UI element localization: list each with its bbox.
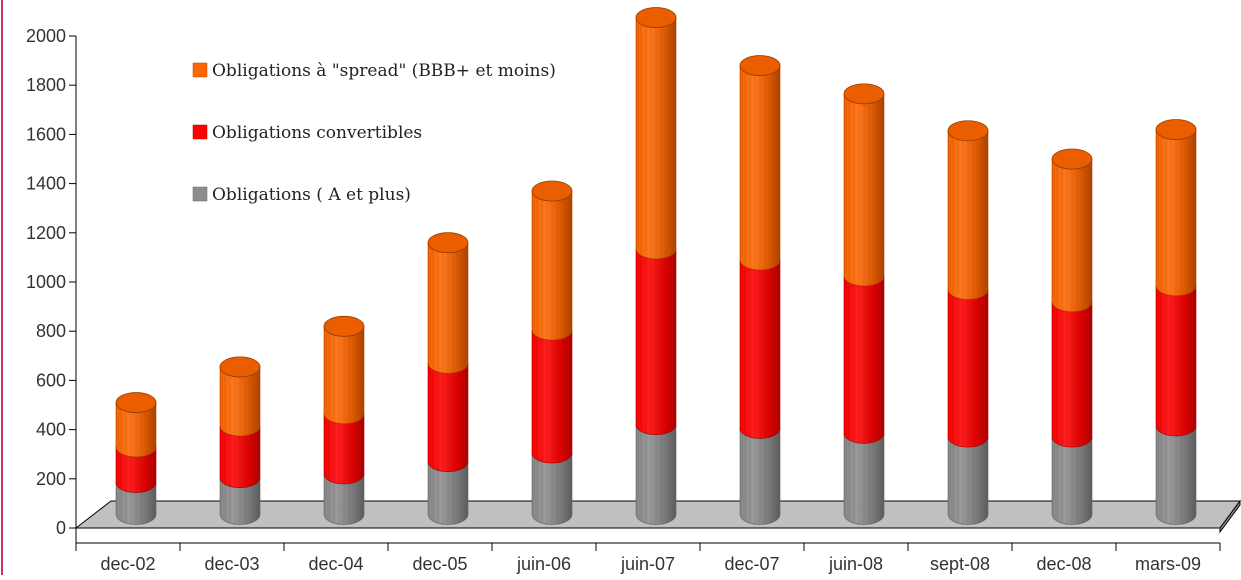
bar-top-cap	[1051, 148, 1093, 170]
bar-top-cap	[219, 356, 261, 378]
x-tick-label: mars-09	[1135, 554, 1201, 574]
bar-stack	[531, 180, 573, 525]
bar-stack	[1051, 148, 1093, 525]
x-tick-label: sept-08	[930, 554, 990, 574]
bar-top-cap	[1155, 119, 1197, 140]
x-tick-label: juin-08	[828, 554, 883, 574]
legend-swatch	[192, 124, 208, 140]
y-tick-label: 400	[36, 420, 66, 440]
bar-top-cap	[427, 232, 469, 254]
legend-label: Obligations à "spread" (BBB+ et moins)	[212, 61, 556, 81]
bar-top-cap	[947, 120, 989, 142]
bar-top-cap	[323, 315, 365, 337]
bar-top-cap	[843, 83, 885, 105]
y-tick-label: 2000	[26, 26, 66, 46]
y-tick-label: 1400	[26, 174, 66, 194]
bar-stack	[947, 120, 989, 525]
bar-top-cap	[531, 180, 573, 202]
x-tick-label: dec-07	[724, 554, 779, 574]
floor-edge	[1219, 499, 1241, 534]
bar-stack	[739, 55, 781, 525]
x-tick-label: juin-07	[620, 554, 675, 574]
bar-stack	[1155, 119, 1197, 525]
y-tick-label: 1000	[26, 272, 66, 292]
x-tick-label: dec-08	[1036, 554, 1091, 574]
y-tick-label: 800	[36, 321, 66, 341]
legend-swatch	[192, 62, 208, 78]
x-tick-label: dec-04	[308, 554, 363, 574]
bar-stack	[219, 356, 261, 525]
bar-top-cap	[635, 7, 677, 28]
x-tick-label: dec-03	[204, 554, 259, 574]
bar-stack	[323, 315, 365, 525]
y-tick-label: 1600	[26, 124, 66, 144]
bar-top-cap	[115, 392, 157, 413]
x-tick-label: juin-06	[516, 554, 571, 574]
bar-stack	[635, 7, 677, 525]
bar-stack	[427, 232, 469, 525]
y-tick-label: 1800	[26, 75, 66, 95]
bar-stack	[843, 83, 885, 525]
y-tick-label: 200	[36, 469, 66, 489]
x-tick-label: dec-05	[412, 554, 467, 574]
bar-stack	[115, 392, 157, 525]
y-tick-label: 600	[36, 370, 66, 390]
legend-swatch	[192, 186, 208, 202]
y-tick-label: 1200	[26, 223, 66, 243]
legend-label: Obligations convertibles	[212, 123, 422, 143]
x-tick-label: dec-02	[100, 554, 155, 574]
axes: 0 200 400 600 800 1000 1200 1400 1600 1800 2000 dec…	[26, 26, 1221, 574]
bar-top-cap	[739, 55, 781, 76]
bars	[115, 7, 1197, 525]
y-tick-label: 0	[56, 518, 66, 538]
legend-label: Obligations ( A et plus)	[212, 185, 411, 205]
legend: Obligations à "spread" (BBB+ et moins) Ob…	[192, 61, 556, 205]
